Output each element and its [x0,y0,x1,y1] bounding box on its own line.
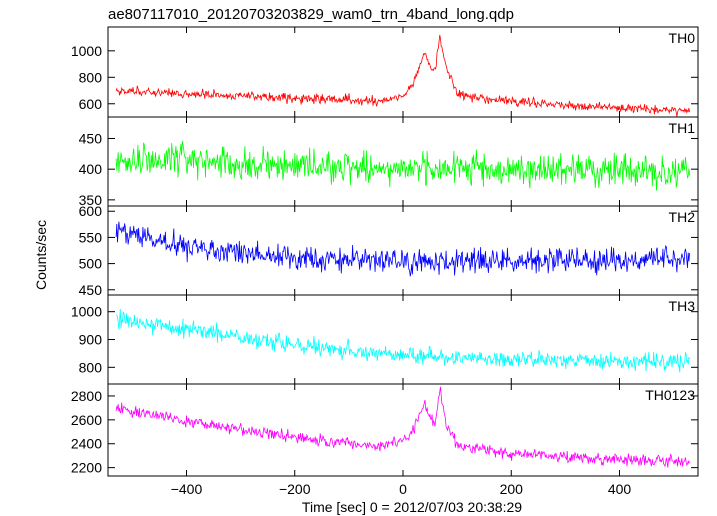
y-tick-label: 1000 [71,304,102,320]
series-label: TH1 [669,120,696,136]
chart-title: ae807117010_20120703203829_wam0_trn_4ban… [108,6,514,23]
x-axis: −400 −200 0 200 400 [171,481,632,497]
y-tick-label: 450 [79,130,103,146]
panel-th1: 350 400 450 TH1 [79,116,699,208]
series-label: TH0123 [645,387,695,403]
x-tick-label: 400 [608,481,632,497]
panel-th0123: 2200 2400 2600 2800 TH0123 [71,383,699,477]
x-tick-label: 200 [500,481,524,497]
series-label: TH0 [669,30,696,46]
y-tick-label: 500 [79,256,103,272]
series-line-th1 [115,140,690,191]
y-tick-label: 900 [79,332,103,348]
y-tick-label: 2800 [71,388,102,404]
x-tick-label: −200 [279,481,311,497]
panel-stack: 600 800 1000 TH0 350 400 450 TH1 450 500 550 600 TH2… [71,26,699,477]
x-axis-label: Time [sec] 0 = 2012/07/03 20:38:29 [302,499,522,515]
series-label: TH2 [669,209,696,225]
panel-th2: 450 500 550 600 TH2 [79,203,699,298]
series-line-th0 [115,34,690,117]
panel-frame [107,205,699,296]
series-label: TH3 [669,298,696,314]
y-tick-label: 1000 [71,43,102,59]
panel-th0: 600 800 1000 TH0 [71,26,699,118]
y-axis-label: Counts/sec [33,220,49,290]
y-tick-label: 800 [79,69,103,85]
x-tick-label: 0 [399,481,407,497]
y-tick-label: 450 [79,282,103,298]
y-tick-label: 800 [79,359,103,375]
panel-frame [107,383,699,477]
y-tick-label: 2600 [71,412,102,428]
series-line-th3 [116,308,690,373]
y-tick-label: 600 [79,96,103,112]
panel-frame [107,294,699,385]
y-tick-label: 600 [79,203,103,219]
series-line-th0123 [115,386,690,468]
x-tick-label: −400 [171,481,203,497]
y-tick-label: 400 [79,161,103,177]
y-tick-label: 2400 [71,436,102,452]
y-tick-label: 550 [79,229,103,245]
y-tick-label: 350 [79,192,103,208]
series-line-th2 [115,221,690,277]
panel-th3: 800 900 1000 TH3 [71,294,699,385]
y-tick-label: 2200 [71,460,102,476]
